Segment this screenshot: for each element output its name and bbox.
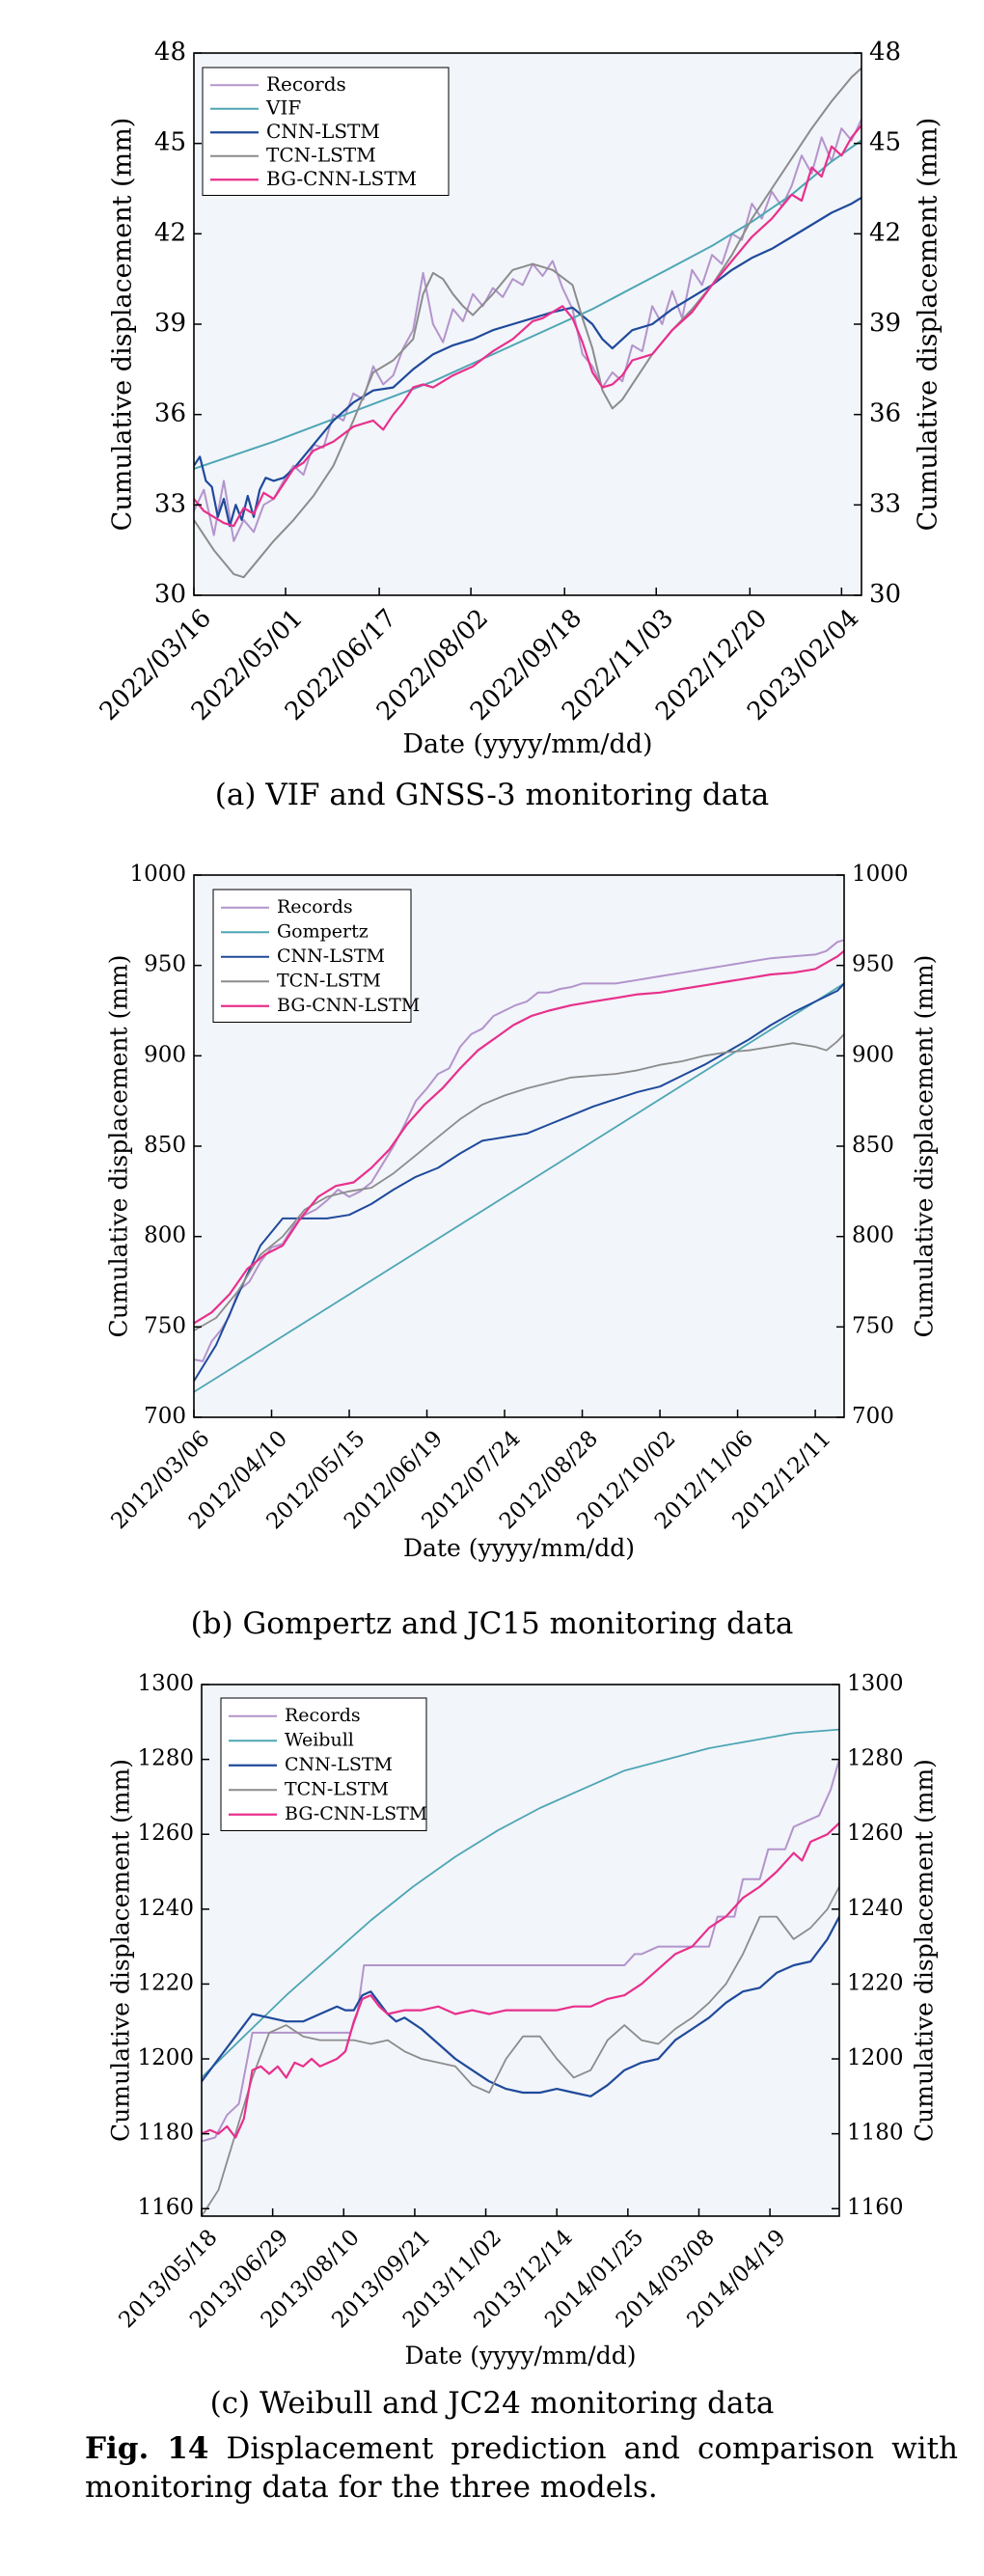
chart-b-ytick-label-right: 950: [852, 952, 894, 977]
chart-b-y-axis-title-left: Cumulative displacement (mm): [105, 955, 133, 1338]
chart-c-legend-label: Records: [285, 1705, 361, 1726]
chart-b-legend-label: BG-CNN-LSTM: [277, 995, 420, 1016]
chart-c-series-group: [202, 1728, 839, 2216]
chart-b-legend-label: Gompertz: [277, 920, 369, 942]
chart-b-ytick-label-right: 800: [852, 1223, 894, 1248]
chart-a-series-bg-cnn-lstm: [194, 123, 861, 528]
chart-c-ytick-label-left: 1240: [137, 1896, 194, 1921]
chart-a-x-axis-title: Date (yyyy/mm/dd): [402, 729, 652, 759]
chart-c-ytick-label-right: 1280: [847, 1746, 904, 1771]
chart-c-legend-label: Weibull: [285, 1729, 354, 1750]
chart-c-ytick-label-left: 1280: [137, 1746, 194, 1771]
chart-a-legend-label: VIF: [265, 96, 301, 119]
chart-a-caption: (a) VIF and GNSS-3 monitoring data: [214, 778, 770, 812]
chart-c-legend: Records Weibull CNN-LSTM TCN-LSTM BG-CNN-LST…: [220, 1697, 427, 1831]
chart-b-series-records: [194, 939, 844, 1362]
figure-caption-text: Displacement prediction and comparison w…: [85, 2431, 958, 2505]
chart-c-y-axis-title-left: Cumulative displacement (mm): [107, 1759, 135, 2142]
chart-b-legend-label: CNN-LSTM: [277, 945, 385, 967]
chart-c-ytick-label-right: 1240: [847, 1896, 904, 1921]
chart-c-y-axis-title-right: Cumulative displacement (mm): [911, 1759, 939, 2142]
chart-c-series-weibull: [202, 1728, 839, 2079]
chart-b-ytick-label-right: 1000: [852, 862, 909, 887]
chart-a-series-tcn-lstm: [194, 67, 861, 579]
chart-a-ytick-label-left: 39: [154, 309, 186, 338]
chart-a-ytick-label-left: 42: [154, 218, 186, 247]
chart-c-ytick-label-right: 1160: [847, 2195, 904, 2220]
chart-c-frame: [201, 1684, 840, 2217]
chart-a-y-axis-title-right: Cumulative displacement (mm): [914, 118, 943, 532]
chart-b-ytick-label-left: 700: [144, 1404, 186, 1429]
chart-c-ytick-label-left: 1160: [137, 2195, 194, 2220]
chart-a-series-vif: [194, 139, 861, 470]
chart-a-legend-label: Records: [266, 72, 346, 96]
chart-c-legend-label: BG-CNN-LSTM: [285, 1803, 427, 1824]
chart-c-series-tcn-lstm: [202, 1885, 839, 2216]
chart-a-legend-label: BG-CNN-LSTM: [266, 167, 417, 190]
chart-a-y-axis-title-left: Cumulative displacement (mm): [108, 118, 138, 532]
chart-a-ytick-label-left: 33: [154, 489, 186, 518]
chart-b-ytick-label-left: 800: [144, 1223, 186, 1248]
chart-a-legend-label: CNN-LSTM: [266, 120, 380, 143]
chart-b-ytick-label-right: 850: [852, 1133, 894, 1158]
chart-c-legend-label: CNN-LSTM: [285, 1754, 393, 1775]
chart-a-ytick-label-right: 36: [869, 399, 901, 428]
chart-b-series-group: [194, 939, 844, 1393]
chart-a-ytick-label-right: 33: [869, 489, 901, 518]
figure-label: Fig. 14: [85, 2431, 209, 2466]
chart-a-ytick-label-right: 48: [869, 38, 901, 67]
chart-b-ytick-label-right: 900: [852, 1042, 894, 1067]
chart-c: 1160 1160 1180 1180 1200 1200 1220 1220 1240 1240…: [107, 1671, 939, 2370]
chart-c-caption: (c) Weibull and JC24 monitoring data: [209, 2386, 775, 2421]
chart-a-ytick-label-left: 48: [154, 38, 186, 67]
chart-c-series-cnn-lstm: [202, 1915, 839, 2097]
chart-c-ytick-label-right: 1200: [847, 2045, 904, 2070]
chart-a-ytick-label-right: 42: [869, 218, 901, 247]
chart-b-legend-label: TCN-LSTM: [277, 970, 381, 991]
chart-a-legend-label: TCN-LSTM: [266, 143, 376, 166]
chart-b-ytick-label-left: 950: [144, 952, 186, 977]
chart-c-ytick-label-right: 1300: [847, 1671, 904, 1696]
chart-b-ytick-label-left: 750: [144, 1313, 186, 1338]
chart-c-series-records: [202, 1758, 839, 2143]
chart-b-ytick-label-left: 1000: [129, 862, 186, 887]
chart-c-ytick-label-left: 1180: [137, 2121, 194, 2146]
figure-caption: Fig. 14 Displacement prediction and comp…: [85, 2429, 958, 2507]
chart-b-series-bg-cnn-lstm: [194, 949, 844, 1325]
chart-a-ytick-label-right: 45: [869, 128, 901, 157]
chart-a-series-records: [194, 118, 861, 542]
chart-c-ytick-label-left: 1300: [137, 1671, 194, 1696]
chart-c-series-bg-cnn-lstm: [202, 1822, 839, 2139]
chart-a-ytick-label-left: 45: [154, 128, 186, 157]
chart-a-ytick-label-left: 30: [154, 580, 186, 609]
chart-c-legend-label: TCN-LSTM: [285, 1778, 389, 1799]
chart-c-ytick-label-right: 1180: [847, 2121, 904, 2146]
chart-a-ytick-label-right: 39: [869, 309, 901, 338]
chart-b: 700 700 750 750 800 800 850 850 900 900 950 950 1000…: [105, 862, 939, 1562]
chart-b-legend-label: Records: [277, 896, 353, 918]
chart-c-x-axis-title: Date (yyyy/mm/dd): [404, 2342, 636, 2370]
chart-c-ytick-label-right: 1220: [847, 1970, 904, 1995]
chart-b-series-cnn-lstm: [194, 982, 844, 1383]
chart-b-ytick-label-left: 850: [144, 1133, 186, 1158]
chart-c-ytick-label-left: 1200: [137, 2045, 194, 2070]
chart-c-ytick-label-left: 1260: [137, 1821, 194, 1846]
chart-c-ytick-label-right: 1260: [847, 1821, 904, 1846]
chart-a-ytick-label-left: 36: [154, 399, 186, 428]
chart-c-ytick-label-left: 1220: [137, 1970, 194, 1995]
chart-a-series-group: [194, 67, 861, 579]
chart-b-ytick-label-right: 700: [852, 1404, 894, 1429]
chart-b-x-axis-title: Date (yyyy/mm/dd): [403, 1534, 635, 1562]
chart-b-caption: (b) Gompertz and JC15 monitoring data: [190, 1606, 794, 1641]
chart-a-ytick-label-right: 30: [869, 580, 901, 609]
chart-b-ytick-label-left: 900: [144, 1042, 186, 1067]
chart-b-ytick-label-right: 750: [852, 1313, 894, 1338]
chart-b-y-axis-title-right: Cumulative displacement (mm): [911, 955, 939, 1338]
